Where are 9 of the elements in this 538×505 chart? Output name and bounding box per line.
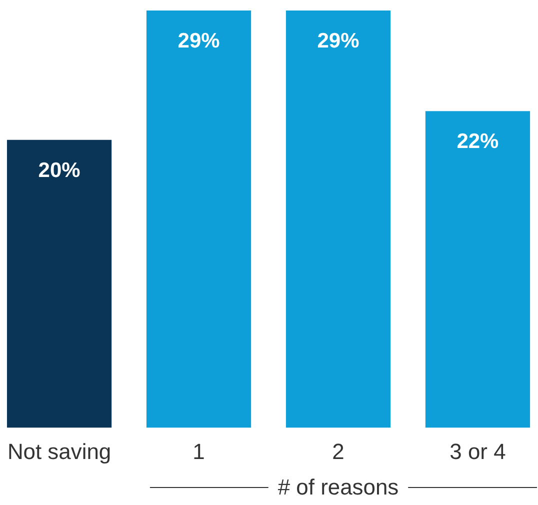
x-tick-label: Not saving xyxy=(7,439,112,464)
x-axis-title: # of reasons xyxy=(278,474,399,500)
data-label: 29% xyxy=(178,29,220,52)
x-tick-label: 3 or 4 xyxy=(450,439,506,464)
data-label: 29% xyxy=(317,29,360,52)
data-label: 22% xyxy=(456,130,500,154)
data-label: 20% xyxy=(38,158,81,182)
x-tick-label: 2 xyxy=(332,439,344,464)
x-tick-label: 1 xyxy=(192,439,205,464)
